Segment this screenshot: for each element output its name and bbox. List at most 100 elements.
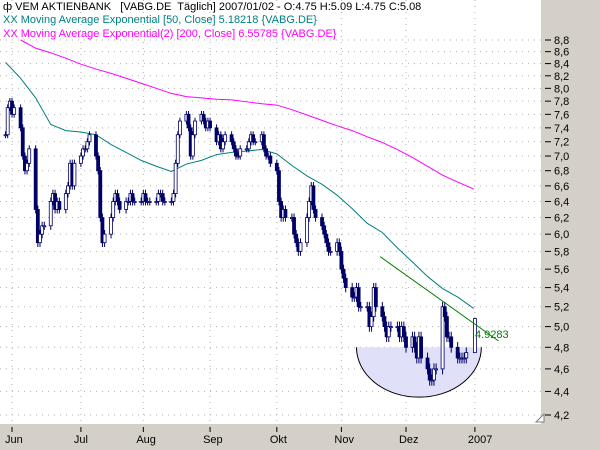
candle-body xyxy=(231,141,236,150)
ema50-legend[interactable]: XX Moving Average Exponential [50, Close… xyxy=(3,14,317,26)
candle xyxy=(173,159,178,198)
candle-body xyxy=(72,162,77,187)
candle-body xyxy=(322,225,327,235)
candle-body xyxy=(380,306,385,317)
ema200-line xyxy=(20,39,474,190)
candle xyxy=(100,213,105,248)
candle xyxy=(352,292,357,302)
candle xyxy=(229,131,234,146)
candle xyxy=(81,145,85,160)
candle xyxy=(126,197,131,206)
candle-body xyxy=(18,107,23,129)
candle-body xyxy=(81,148,85,157)
candle-body xyxy=(190,134,195,157)
candle xyxy=(160,189,165,206)
candle xyxy=(464,347,469,364)
candle-body xyxy=(339,250,344,270)
candle-body xyxy=(401,326,406,338)
candle xyxy=(33,145,38,214)
candle-body xyxy=(83,148,88,151)
candle xyxy=(236,152,240,160)
y-tick-label: 6,0 xyxy=(554,229,569,241)
annotation-fill xyxy=(356,347,482,398)
corner-resize-icon[interactable] xyxy=(534,412,545,423)
candle xyxy=(274,159,279,175)
y-tick-label: 5,6 xyxy=(554,264,569,276)
candle xyxy=(12,104,17,118)
candle xyxy=(234,145,238,160)
candle xyxy=(412,331,417,353)
candle xyxy=(320,213,324,230)
candle-body xyxy=(369,316,374,328)
trendline-line[interactable] xyxy=(379,256,499,342)
candle xyxy=(154,197,159,206)
candle-body xyxy=(425,357,430,370)
candle-body xyxy=(221,141,225,150)
symbol-ohlc-readout: VEM AKTIENBANK [VABG.DE Täglich] 2007/01… xyxy=(15,1,422,13)
candle-body xyxy=(193,120,197,136)
trendline[interactable]: 4.9283 xyxy=(379,256,509,342)
candle-body xyxy=(154,201,159,203)
candle-body xyxy=(139,201,144,203)
candle-body xyxy=(169,201,174,203)
candle-body xyxy=(102,233,107,244)
y-tick-label: 5,2 xyxy=(554,302,569,314)
candle-body xyxy=(382,316,387,328)
candle xyxy=(124,197,129,214)
candle-body xyxy=(404,336,408,348)
y-tick-label: 7,8 xyxy=(554,96,569,108)
candle xyxy=(298,238,303,256)
y-tick-label: 7,6 xyxy=(554,109,569,121)
candle xyxy=(221,138,225,153)
candle xyxy=(432,363,436,386)
candle-body xyxy=(298,242,303,252)
y-tick-label: 4,6 xyxy=(554,364,569,376)
candle-body xyxy=(38,233,42,244)
candle xyxy=(162,197,167,206)
candle-body xyxy=(238,148,243,157)
candle xyxy=(358,301,363,312)
candle xyxy=(57,197,62,214)
candle xyxy=(130,189,135,206)
candle-body xyxy=(462,357,467,360)
candle xyxy=(231,138,236,153)
candle-body xyxy=(432,368,436,381)
candle xyxy=(251,131,256,146)
candle xyxy=(143,189,148,206)
candle xyxy=(343,273,348,293)
candle-body xyxy=(27,148,32,164)
candle-body xyxy=(223,134,228,143)
candle xyxy=(292,213,296,239)
candle-body xyxy=(386,326,391,338)
y-tick-label: 8,8 xyxy=(554,35,569,47)
ema200-legend[interactable]: XX Moving Average Exponential(2) [200, C… xyxy=(3,28,337,40)
candle-body xyxy=(274,162,279,172)
candle xyxy=(63,189,68,214)
candle-body xyxy=(48,201,53,227)
candle-body xyxy=(111,201,116,218)
x-tick-label: Sep xyxy=(203,434,223,446)
candle xyxy=(350,282,355,302)
candle-body xyxy=(472,318,477,354)
candle-body xyxy=(253,141,258,144)
candle-body xyxy=(251,134,256,143)
candle-body xyxy=(268,155,273,164)
candle xyxy=(18,104,23,132)
candle-body xyxy=(115,193,120,202)
candle xyxy=(175,131,180,168)
candle xyxy=(369,311,374,332)
candle-body xyxy=(25,162,29,172)
y-tick-label: 4,4 xyxy=(554,386,569,398)
candle-body xyxy=(143,193,148,202)
candle xyxy=(262,131,266,153)
candle xyxy=(139,197,144,206)
candle-body xyxy=(313,209,318,218)
candle xyxy=(3,131,8,139)
candle-body xyxy=(3,134,8,137)
y-tick-label: 5,4 xyxy=(554,283,569,295)
candle xyxy=(305,213,309,248)
candle xyxy=(380,301,385,322)
